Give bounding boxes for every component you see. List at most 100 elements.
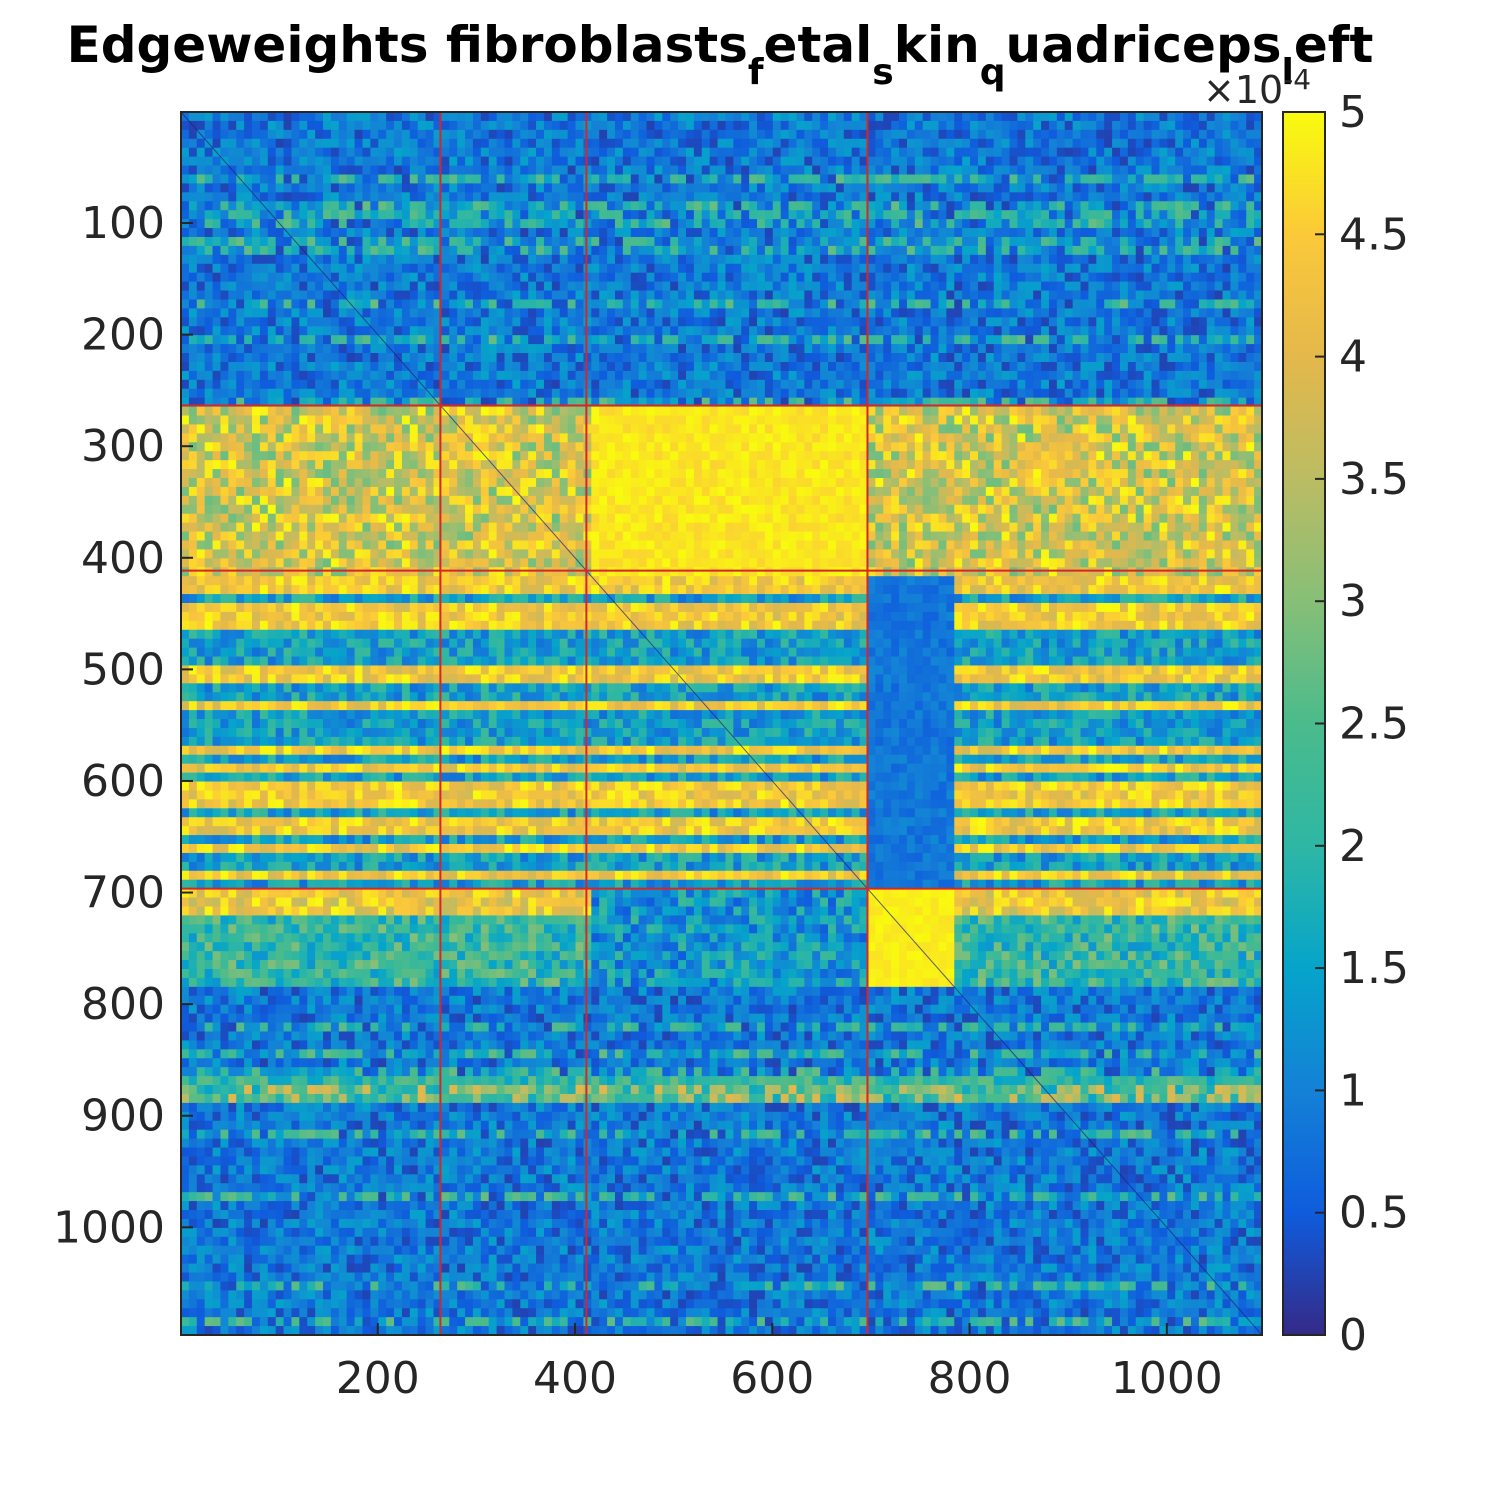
- heatmap-cell: [551, 219, 561, 229]
- heatmap-cell: [1088, 165, 1097, 176]
- heatmap-cell: [457, 406, 466, 417]
- heatmap-cell: [1238, 138, 1247, 149]
- heatmap-cell: [599, 263, 608, 274]
- heatmap-cell: [851, 317, 861, 327]
- heatmap-cell: [725, 388, 734, 399]
- heatmap-cell: [1088, 272, 1097, 283]
- heatmap-cell: [685, 228, 695, 238]
- heatmap-cell: [259, 317, 269, 327]
- heatmap-cell: [1009, 236, 1018, 247]
- heatmap-cell: [346, 120, 356, 131]
- heatmap-cell: [678, 138, 687, 149]
- heatmap-cell: [212, 353, 222, 363]
- heatmap-cell: [899, 361, 908, 372]
- heatmap-cell: [1246, 344, 1255, 354]
- heatmap-cell: [417, 112, 427, 122]
- heatmap-cell: [1183, 308, 1192, 318]
- heatmap-cell: [772, 299, 782, 309]
- heatmap-cell: [536, 138, 545, 149]
- heatmap-cell: [646, 388, 656, 399]
- heatmap-cell: [614, 299, 624, 309]
- heatmap-cell: [1206, 192, 1216, 202]
- heatmap-cell: [614, 424, 624, 434]
- heatmap-cell: [528, 272, 537, 283]
- heatmap-cell: [1143, 138, 1153, 149]
- heatmap-cell: [1159, 263, 1168, 274]
- heatmap-cell: [970, 210, 979, 220]
- heatmap-cell: [528, 290, 537, 301]
- heatmap-cell: [930, 388, 940, 399]
- heatmap-cell: [891, 335, 900, 345]
- heatmap-cell: [394, 192, 403, 202]
- heatmap-cell: [1119, 388, 1129, 399]
- heatmap-cell: [685, 397, 695, 408]
- heatmap-cell: [323, 112, 332, 122]
- heatmap-cell: [772, 156, 782, 167]
- heatmap-cell: [757, 308, 766, 318]
- heatmap-cell: [236, 272, 245, 283]
- heatmap-cell: [212, 290, 222, 301]
- heatmap-cell: [401, 254, 411, 265]
- heatmap-cell: [291, 388, 300, 399]
- heatmap-cell: [196, 219, 206, 229]
- heatmap-cell: [1183, 424, 1192, 434]
- heatmap-cell: [1080, 263, 1090, 274]
- heatmap-cell: [607, 201, 616, 211]
- heatmap-cell: [330, 361, 340, 372]
- heatmap-cell: [670, 388, 679, 399]
- heatmap-cell: [417, 308, 427, 318]
- heatmap-cell: [181, 290, 190, 301]
- heatmap-cell: [906, 344, 916, 354]
- heatmap-cell: [1104, 228, 1113, 238]
- heatmap-cell: [1041, 219, 1050, 229]
- heatmap-cell: [330, 120, 340, 131]
- heatmap-cell: [622, 201, 632, 211]
- heatmap-cell: [1088, 183, 1097, 193]
- heatmap-cell: [843, 290, 853, 301]
- heatmap-cell: [962, 138, 971, 149]
- heatmap-cell: [417, 433, 427, 443]
- heatmap-cell: [1206, 129, 1216, 140]
- heatmap-cell: [614, 112, 624, 122]
- heatmap-cell: [820, 254, 829, 265]
- heatmap-cell: [1206, 156, 1216, 167]
- heatmap-cell: [441, 370, 450, 381]
- heatmap-cell: [938, 156, 947, 167]
- heatmap-cell: [1041, 424, 1050, 434]
- heatmap-cell: [291, 228, 300, 238]
- heatmap-cell: [788, 138, 798, 149]
- heatmap-cell: [1001, 361, 1011, 372]
- heatmap-cell: [796, 245, 805, 256]
- heatmap-cell: [678, 165, 687, 176]
- heatmap-cell: [993, 344, 1003, 354]
- heatmap-cell: [220, 415, 229, 426]
- heatmap-cell: [378, 370, 387, 381]
- heatmap-cell: [599, 219, 608, 229]
- heatmap-cell: [788, 379, 798, 390]
- heatmap-cell: [559, 183, 569, 193]
- heatmap-cell: [1072, 281, 1082, 292]
- heatmap-cell: [299, 397, 308, 408]
- heatmap-cell: [646, 192, 656, 202]
- heatmap-cell: [1175, 156, 1184, 167]
- heatmap-cell: [259, 254, 269, 265]
- heatmap-cell: [670, 326, 679, 336]
- heatmap-cell: [1009, 183, 1018, 193]
- heatmap-cell: [1238, 397, 1247, 408]
- heatmap-cell: [480, 308, 490, 318]
- heatmap-cell: [315, 254, 324, 265]
- heatmap-cell: [962, 147, 971, 158]
- heatmap-cell: [1112, 361, 1121, 372]
- heatmap-cell: [504, 353, 513, 363]
- heatmap-cell: [520, 156, 529, 167]
- heatmap-cell: [512, 263, 521, 274]
- heatmap-cell: [1254, 201, 1262, 211]
- heatmap-cell: [244, 370, 253, 381]
- heatmap-cell: [559, 201, 569, 211]
- heatmap-cell: [228, 388, 237, 399]
- heatmap-cell: [946, 415, 955, 426]
- heatmap-cell: [1238, 219, 1247, 229]
- heatmap-cell: [1198, 424, 1208, 434]
- heatmap-cell: [591, 263, 600, 274]
- heatmap-cell: [409, 210, 419, 220]
